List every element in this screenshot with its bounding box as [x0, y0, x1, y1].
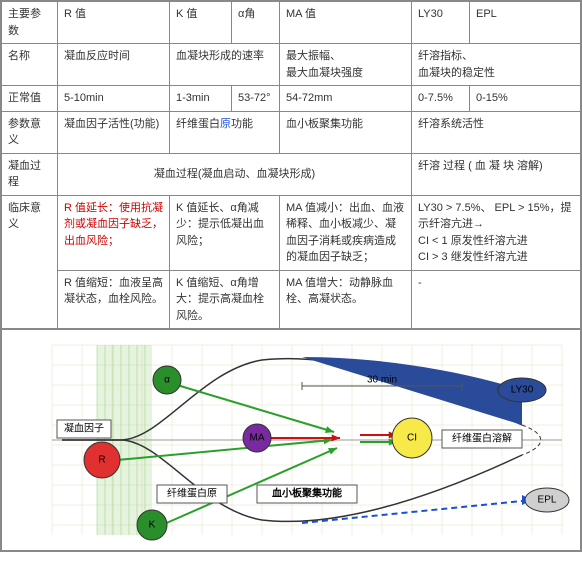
meaning-ly: 纤溶系统活性: [412, 111, 581, 153]
h-ly30: LY30: [412, 2, 470, 44]
svg-text:30 min: 30 min: [367, 375, 397, 386]
svg-text:LY30: LY30: [511, 385, 534, 396]
svg-text:纤维蛋白原: 纤维蛋白原: [167, 487, 217, 500]
svg-text:纤维蛋白溶解: 纤维蛋白溶解: [452, 432, 512, 445]
clin-k1: K 值延长、α角减少：提示低凝出血风险；: [170, 195, 280, 270]
h-ma: MA 值: [280, 2, 412, 44]
teg-diagram: 30 min R Kα MA CI LY30 EPL 凝血因子纤维蛋白原 血小板聚集功能 纤维蛋白…: [2, 329, 580, 550]
h-k: K 值: [170, 2, 232, 44]
svg-text:α: α: [164, 375, 170, 386]
clin-k2: K 值缩短、α角增大：提示高凝血栓风险。: [170, 270, 280, 329]
h-alpha: α角: [232, 2, 280, 44]
clin-ly2: -: [412, 270, 581, 329]
process-lysis: 纤溶 过程 ( 血 凝 块 溶解): [412, 153, 581, 195]
clin-ly1: LY30 > 7.5%、 EPL > 15%，提示纤溶亢进→ CI < 1 原发…: [412, 195, 581, 270]
svg-text:CI: CI: [407, 433, 417, 444]
normal-k: 1-3min: [170, 86, 232, 112]
process-label: 凝血过程: [2, 153, 58, 195]
clin-ma1: MA 值减小：出血、血液稀释、血小板减少、凝血因子消耗或疾病造成的凝血因子缺乏；: [280, 195, 412, 270]
teg-params-table: 主要参数 R 值 K 值 α角 MA 值 LY30 EPL 名称 凝血反应时间 …: [1, 1, 581, 551]
normal-ma: 54-72mm: [280, 86, 412, 112]
meaning-k: 纤维蛋白原功能: [170, 111, 280, 153]
row-diagram: 30 min R Kα MA CI LY30 EPL 凝血因子纤维蛋白原 血小板聚集功能 纤维蛋白…: [2, 329, 581, 551]
normal-r: 5-10min: [58, 86, 170, 112]
meaning-k-hl: 原: [220, 118, 231, 130]
svg-text:R: R: [98, 455, 105, 466]
meaning-k-post: 功能: [231, 118, 253, 130]
row-meaning: 参数意义 凝血因子活性(功能) 纤维蛋白原功能 血小板聚集功能 纤溶系统活性: [2, 111, 581, 153]
row-name: 名称 凝血反应时间 血凝块形成的速率 最大振幅、 最大血凝块强度 纤溶指标、 血…: [2, 44, 581, 86]
clin-ma2: MA 值增大：动静脉血栓、高凝状态。: [280, 270, 412, 329]
clin-r1: R 值延长：使用抗凝剂或凝血因子缺乏，出血风险；: [58, 195, 170, 270]
row-clin-2: R 值缩短：血液呈高凝状态，血栓风险。 K 值缩短、α角增大：提示高凝血栓风险。…: [2, 270, 581, 329]
process-clot: 凝血过程(凝血启动、血凝块形成): [58, 153, 412, 195]
clinical-label: 临床意义: [2, 195, 58, 329]
normal-ly30: 0-7.5%: [412, 86, 470, 112]
meaning-k-pre: 纤维蛋白: [176, 118, 220, 130]
name-label: 名称: [2, 44, 58, 86]
meaning-r: 凝血因子活性(功能): [58, 111, 170, 153]
normal-label: 正常值: [2, 86, 58, 112]
h-main: 主要参数: [2, 2, 58, 44]
name-ma: 最大振幅、 最大血凝块强度: [280, 44, 412, 86]
meaning-label: 参数意义: [2, 111, 58, 153]
name-r: 凝血反应时间: [58, 44, 170, 86]
svg-text:EPL: EPL: [538, 495, 557, 506]
row-process: 凝血过程 凝血过程(凝血启动、血凝块形成) 纤溶 过程 ( 血 凝 块 溶解): [2, 153, 581, 195]
name-ly: 纤溶指标、 血凝块的稳定性: [412, 44, 581, 86]
row-normal: 正常值 5-10min 1-3min 53-72° 54-72mm 0-7.5%…: [2, 86, 581, 112]
h-r: R 值: [58, 2, 170, 44]
teg-table-wrap: 主要参数 R 值 K 值 α角 MA 值 LY30 EPL 名称 凝血反应时间 …: [0, 0, 582, 552]
clin-r2: R 值缩短：血液呈高凝状态，血栓风险。: [58, 270, 170, 329]
teg-diagram-svg: 30 min R Kα MA CI LY30 EPL 凝血因子纤维蛋白原 血小板聚集功能 纤维蛋白…: [2, 330, 582, 550]
svg-text:K: K: [149, 520, 156, 531]
h-epl: EPL: [470, 2, 581, 44]
name-k: 血凝块形成的速率: [170, 44, 280, 86]
svg-text:MA: MA: [250, 433, 265, 444]
header-row: 主要参数 R 值 K 值 α角 MA 值 LY30 EPL: [2, 2, 581, 44]
meaning-ma: 血小板聚集功能: [280, 111, 412, 153]
row-clin-1: 临床意义 R 值延长：使用抗凝剂或凝血因子缺乏，出血风险； K 值延长、α角减少…: [2, 195, 581, 270]
svg-text:凝血因子: 凝血因子: [64, 422, 104, 435]
normal-epl: 0-15%: [470, 86, 581, 112]
normal-alpha: 53-72°: [232, 86, 280, 112]
svg-text:血小板聚集功能: 血小板聚集功能: [272, 487, 342, 500]
